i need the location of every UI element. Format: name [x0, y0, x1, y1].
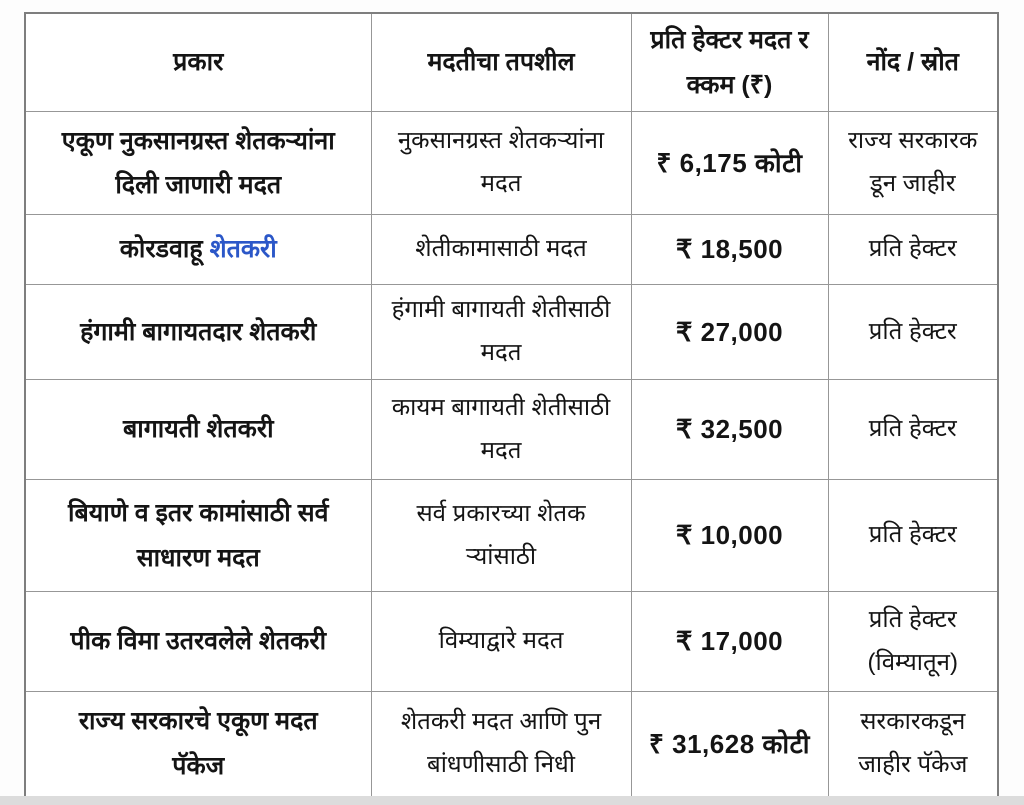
note-cell: प्रति हेक्टर [827, 479, 999, 592]
table-row: कोरडवाहू शेतकरी शेतीकामासाठी मदत ₹ 18,50… [24, 214, 999, 285]
detail-line: शेतीकामासाठी मदत [415, 235, 587, 263]
type-cell: कोरडवाहू शेतकरी [24, 214, 372, 285]
note-line: राज्य सरकारक [848, 127, 978, 155]
type-line: राज्य सरकारचे एकूण मदत [78, 707, 318, 736]
header-detail: मदतीचा तपशील [370, 12, 632, 112]
amount-cell: ₹ 31,628 कोटी [630, 691, 829, 797]
header-note-label: नोंद / स्रोत [866, 48, 959, 77]
type-cell: राज्य सरकारचे एकूण मदत पॅकेज [24, 691, 372, 797]
type-line: बागायती शेतकरी [122, 415, 274, 444]
amount-cell: ₹ 10,000 [630, 479, 829, 592]
type-cell: बियाणे व इतर कामांसाठी सर्व साधारण मदत [24, 479, 372, 592]
type-line: पीक विमा उतरवलेले शेतकरी [70, 627, 327, 656]
header-type: प्रकार [24, 12, 372, 112]
note-cell: प्रति हेक्टर [827, 284, 999, 380]
type-cell: एकूण नुकसानग्रस्त शेतकऱ्यांना दिली जाणार… [24, 111, 372, 215]
header-type-label: प्रकार [173, 48, 224, 77]
table-row: एकूण नुकसानग्रस्त शेतकऱ्यांना दिली जाणार… [24, 111, 999, 215]
detail-line: सर्व प्रकारच्या शेतक [416, 499, 586, 527]
detail-cell: सर्व प्रकारच्या शेतक ऱ्यांसाठी [370, 479, 632, 592]
header-amount-line1: प्रति हेक्टर मदत र [650, 26, 809, 54]
table-row: हंगामी बागायतदार शेतकरी हंगामी बागायती श… [24, 284, 999, 380]
type-line: हंगामी बागायतदार शेतकरी [80, 317, 317, 346]
detail-line: बांधणीसाठी निधी [426, 750, 576, 778]
note-line: डून जाहीर [869, 170, 956, 197]
table-row: राज्य सरकारचे एकूण मदत पॅकेज शेतकरी मदत … [24, 691, 999, 797]
note-cell: प्रति हेक्टर (विम्यातून) [827, 591, 999, 692]
note-line: (विम्यातून) [867, 648, 958, 676]
type-cell: बागायती शेतकरी [24, 379, 372, 480]
header-amount: प्रति हेक्टर मदत र क्कम (₹) [630, 12, 829, 112]
note-line: सरकारकडून [860, 708, 966, 736]
note-line: प्रति हेक्टर [868, 415, 957, 443]
amount-value: ₹ 31,628 कोटी [649, 728, 810, 759]
note-cell: सरकारकडून जाहीर पॅकेज [827, 691, 999, 797]
amount-cell: ₹ 6,175 कोटी [630, 111, 829, 215]
note-line: प्रति हेक्टर [868, 521, 957, 549]
detail-line: कायम बागायती शेतीसाठी [391, 393, 611, 421]
note-cell: प्रति हेक्टर [827, 379, 999, 480]
amount-cell: ₹ 17,000 [630, 591, 829, 692]
type-line: बियाणे व इतर कामांसाठी सर्व [67, 499, 329, 527]
detail-cell: नुकसानग्रस्त शेतकऱ्यांना मदत [370, 111, 632, 215]
detail-cell: शेतकरी मदत आणि पुन बांधणीसाठी निधी [370, 691, 632, 797]
header-detail-label: मदतीचा तपशील [427, 48, 575, 77]
detail-cell: हंगामी बागायती शेतीसाठी मदत [370, 284, 632, 380]
detail-line: विम्याद्वारे मदत [438, 627, 564, 655]
note-line: प्रति हेक्टर [868, 235, 957, 263]
note-line: प्रति हेक्टर [868, 605, 957, 633]
type-cell: पीक विमा उतरवलेले शेतकरी [24, 591, 372, 692]
amount-value: ₹ 18,500 [675, 234, 784, 265]
detail-line: मदत [480, 339, 522, 366]
type-line: दिली जाणारी मदत [115, 171, 282, 199]
type-line: पॅकेज [172, 751, 225, 780]
amount-value: ₹ 27,000 [675, 316, 784, 347]
detail-cell: कायम बागायती शेतीसाठी मदत [370, 379, 632, 480]
type-text: कोरडवाहू [119, 235, 210, 264]
note-line: प्रति हेक्टर [868, 317, 957, 345]
farmer-aid-table: प्रकार मदतीचा तपशील प्रति हेक्टर मदत र क… [24, 12, 999, 798]
detail-line: शेतकरी मदत आणि पुन [400, 708, 602, 736]
detail-cell: शेतीकामासाठी मदत [370, 214, 632, 285]
detail-line: मदत [480, 170, 522, 197]
type-line: एकूण नुकसानग्रस्त शेतकऱ्यांना [61, 126, 335, 155]
note-cell: प्रति हेक्टर [827, 214, 999, 285]
note-line: जाहीर पॅकेज [858, 750, 968, 778]
amount-cell: ₹ 27,000 [630, 284, 829, 380]
detail-line: मदत [480, 436, 522, 464]
amount-value: ₹ 32,500 [675, 414, 784, 445]
detail-cell: विम्याद्वारे मदत [370, 591, 632, 692]
amount-cell: ₹ 18,500 [630, 214, 829, 285]
table-row: पीक विमा उतरवलेले शेतकरी विम्याद्वारे मद… [24, 591, 999, 692]
table-row: बागायती शेतकरी कायम बागायती शेतीसाठी मदत… [24, 379, 999, 480]
amount-cell: ₹ 32,500 [630, 379, 829, 480]
amount-value: ₹ 10,000 [675, 520, 784, 551]
detail-line: नुकसानग्रस्त शेतकऱ्यांना [397, 127, 605, 155]
shetkari-link[interactable]: शेतकरी [209, 235, 277, 264]
type-line: साधारण मदत [136, 543, 260, 572]
header-amount-line2: क्कम (₹) [686, 70, 773, 99]
type-cell: हंगामी बागायतदार शेतकरी [24, 284, 372, 380]
header-note: नोंद / स्रोत [827, 12, 999, 112]
note-cell: राज्य सरकारक डून जाहीर [827, 111, 999, 215]
amount-value: ₹ 17,000 [675, 626, 784, 657]
bottom-strip [0, 796, 1024, 805]
detail-line: हंगामी बागायती शेतीसाठी [391, 296, 611, 324]
detail-line: ऱ्यांसाठी [465, 542, 537, 570]
table-row: बियाणे व इतर कामांसाठी सर्व साधारण मदत स… [24, 479, 999, 592]
table-header-row: प्रकार मदतीचा तपशील प्रति हेक्टर मदत र क… [24, 12, 999, 112]
amount-value: ₹ 6,175 कोटी [656, 147, 803, 178]
